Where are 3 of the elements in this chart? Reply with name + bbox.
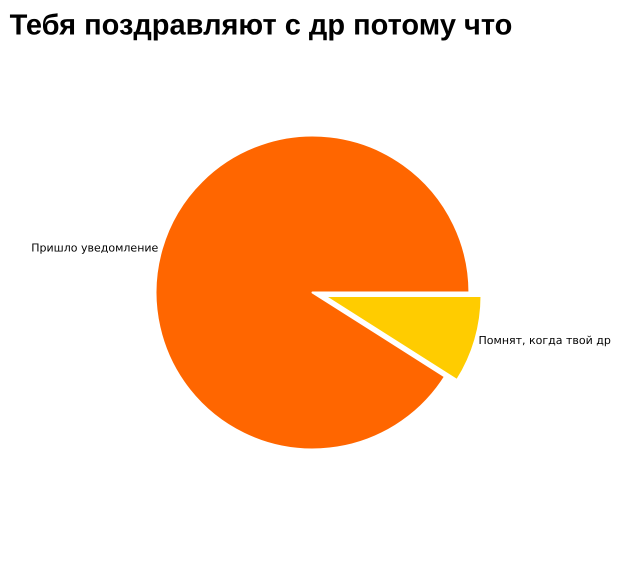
slice-label: Пришло уведомление — [31, 242, 159, 255]
chart-title: Тебя поздравляют с др потому что — [10, 9, 512, 42]
slice-label: Помнят, когда твой др — [478, 334, 611, 347]
